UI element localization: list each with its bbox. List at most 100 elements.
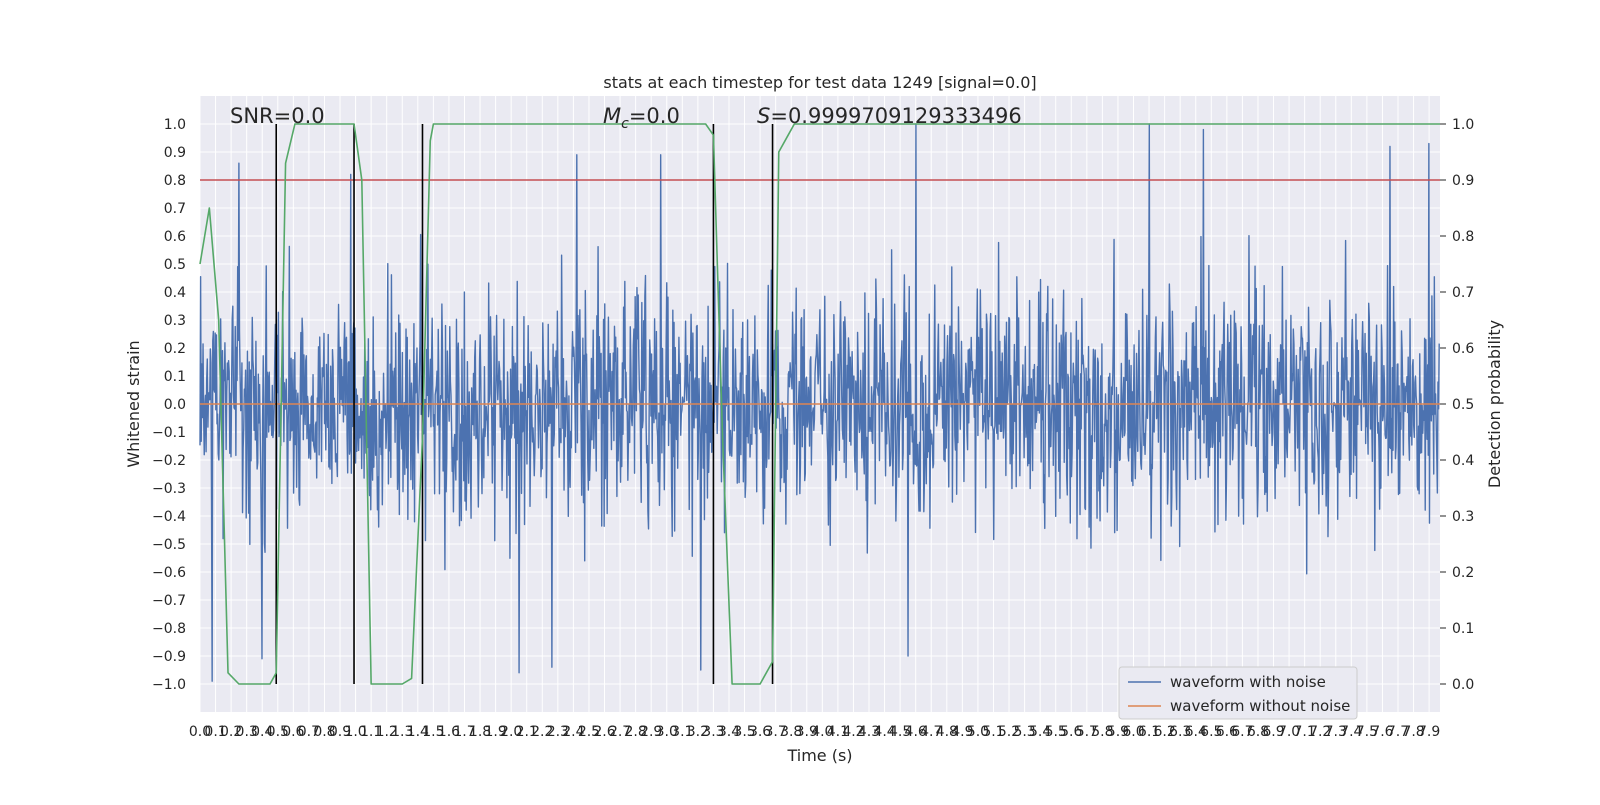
x-tick-label: 7.4 xyxy=(1340,724,1362,740)
annotation-chirp-mass-subscript: c xyxy=(621,116,629,132)
x-tick-label: 2.3 xyxy=(547,724,569,740)
overlay xyxy=(200,124,1440,684)
y-tick-label: 0.4 xyxy=(164,285,186,301)
y2-tick-label: 0.4 xyxy=(1452,453,1474,469)
y2-tick-label: 0.1 xyxy=(1452,621,1474,637)
y-tick-label: 0.7 xyxy=(164,201,186,217)
x-tick-label: 5.4 xyxy=(1029,724,1051,740)
x-tick-label: 3.0 xyxy=(656,724,678,740)
x-tick-label: 5.8 xyxy=(1091,724,1113,740)
y-tick-label: −0.9 xyxy=(152,649,186,665)
x-tick-label: 5.3 xyxy=(1013,724,1035,740)
y-tick-label: −0.4 xyxy=(152,509,186,525)
x-tick-label: 6.0 xyxy=(1122,724,1144,740)
y-tick-label: −0.2 xyxy=(152,453,186,469)
annotation-s-value: =0.9999709129333496 xyxy=(770,104,1021,128)
x-tick-label: 0.2 xyxy=(220,724,242,740)
y-tick-label: −1.0 xyxy=(152,677,186,693)
y-tick-label: 0.6 xyxy=(164,229,186,245)
y2-tick-label: 0.8 xyxy=(1452,229,1474,245)
y-tick-label: 0.5 xyxy=(164,257,186,273)
x-tick-label: 7.0 xyxy=(1278,724,1300,740)
x-tick-label: 1.6 xyxy=(438,724,460,740)
x-tick-label: 5.5 xyxy=(1045,724,1067,740)
y2-tick-label: 0.7 xyxy=(1452,285,1474,301)
y2-tick-label: 0.2 xyxy=(1452,565,1474,581)
y-tick-label: 0.1 xyxy=(164,369,186,385)
x-tick-label: 5.6 xyxy=(1060,724,1082,740)
x-tick-label: 4.4 xyxy=(873,724,895,740)
y2-tick-label: 0.3 xyxy=(1452,509,1474,525)
x-tick-label: 3.2 xyxy=(687,724,709,740)
y2-tick-label: 0.9 xyxy=(1452,173,1474,189)
x-tick-label: 4.6 xyxy=(905,724,927,740)
x-tick-label: 7.1 xyxy=(1294,724,1316,740)
x-tick-label: 7.8 xyxy=(1402,724,1424,740)
y-tick-label: 0.0 xyxy=(164,397,186,413)
x-tick-label: 3.6 xyxy=(749,724,771,740)
y-tick-label: −0.8 xyxy=(152,621,186,637)
x-tick-label: 3.7 xyxy=(765,724,787,740)
x-tick-label: 2.4 xyxy=(562,724,584,740)
y-tick-label: 0.8 xyxy=(164,173,186,189)
x-tick-label: 6.9 xyxy=(1262,724,1284,740)
x-tick-label: 0.4 xyxy=(251,724,273,740)
x-tick-label: 2.8 xyxy=(625,724,647,740)
x-tick-label: 2.7 xyxy=(609,724,631,740)
x-tick-label: 1.5 xyxy=(422,724,444,740)
x-tick-label: 7.9 xyxy=(1418,724,1440,740)
y-tick-label: 1.0 xyxy=(164,117,186,133)
x-tick-label: 6.3 xyxy=(1169,724,1191,740)
x-tick-label: 0.5 xyxy=(267,724,289,740)
y-tick-label: −0.7 xyxy=(152,593,186,609)
x-tick-label: 0.8 xyxy=(313,724,335,740)
x-tick-label: 6.7 xyxy=(1231,724,1253,740)
x-tick-label: 1.3 xyxy=(391,724,413,740)
x-tick-label: 5.7 xyxy=(1076,724,1098,740)
x-tick-label: 1.4 xyxy=(407,724,429,740)
legend-label-waveform-without-noise: waveform without noise xyxy=(1170,697,1350,715)
x-tick-label: 4.2 xyxy=(842,724,864,740)
x-tick-label: 3.8 xyxy=(780,724,802,740)
x-tick-label: 4.0 xyxy=(811,724,833,740)
x-tick-label: 2.5 xyxy=(578,724,600,740)
noise-waveform-line xyxy=(199,123,1440,682)
x-tick-label: 5.2 xyxy=(998,724,1020,740)
legend-label-waveform-with-noise: waveform with noise xyxy=(1170,673,1326,691)
x-tick-label: 4.8 xyxy=(936,724,958,740)
x-tick-label: 3.1 xyxy=(671,724,693,740)
x-tick-label: 6.6 xyxy=(1216,724,1238,740)
x-tick-label: 0.0 xyxy=(189,724,211,740)
x-tick-label: 7.3 xyxy=(1325,724,1347,740)
y2-tick-label: 1.0 xyxy=(1452,117,1474,133)
series-detection-probability xyxy=(199,123,1440,685)
x-tick-label: 0.1 xyxy=(204,724,226,740)
y2-tick-label: 0.6 xyxy=(1452,341,1474,357)
x-tick-label: 4.9 xyxy=(951,724,973,740)
x-tick-label: 1.7 xyxy=(453,724,475,740)
y-tick-label: −0.6 xyxy=(152,565,186,581)
x-tick-label: 6.8 xyxy=(1247,724,1269,740)
ticks: 0.00.10.20.30.40.50.60.70.80.91.01.11.21… xyxy=(152,117,1474,740)
y-tick-label: 0.3 xyxy=(164,313,186,329)
x-tick-label: 2.9 xyxy=(640,724,662,740)
x-tick-label: 2.6 xyxy=(593,724,615,740)
x-tick-label: 1.0 xyxy=(344,724,366,740)
x-tick-label: 0.3 xyxy=(236,724,258,740)
x-axis-label: Time (s) xyxy=(786,746,852,765)
x-tick-label: 4.3 xyxy=(858,724,880,740)
y-axis-label: Whitened strain xyxy=(124,340,143,467)
series-waveform-with-noise xyxy=(199,123,1440,682)
x-tick-label: 0.6 xyxy=(282,724,304,740)
legend: waveform with noise waveform without noi… xyxy=(1118,666,1358,720)
y2-axis-label: Detection probability xyxy=(1485,320,1504,488)
x-tick-label: 3.5 xyxy=(733,724,755,740)
annotation-s-symbol: S xyxy=(757,104,770,128)
y-tick-label: −0.3 xyxy=(152,481,186,497)
annotation-s: S=0.9999709129333496 xyxy=(757,104,1022,128)
x-tick-label: 7.5 xyxy=(1356,724,1378,740)
annotation-chirp-mass-symbol: M xyxy=(603,104,621,128)
x-tick-label: 7.6 xyxy=(1371,724,1393,740)
